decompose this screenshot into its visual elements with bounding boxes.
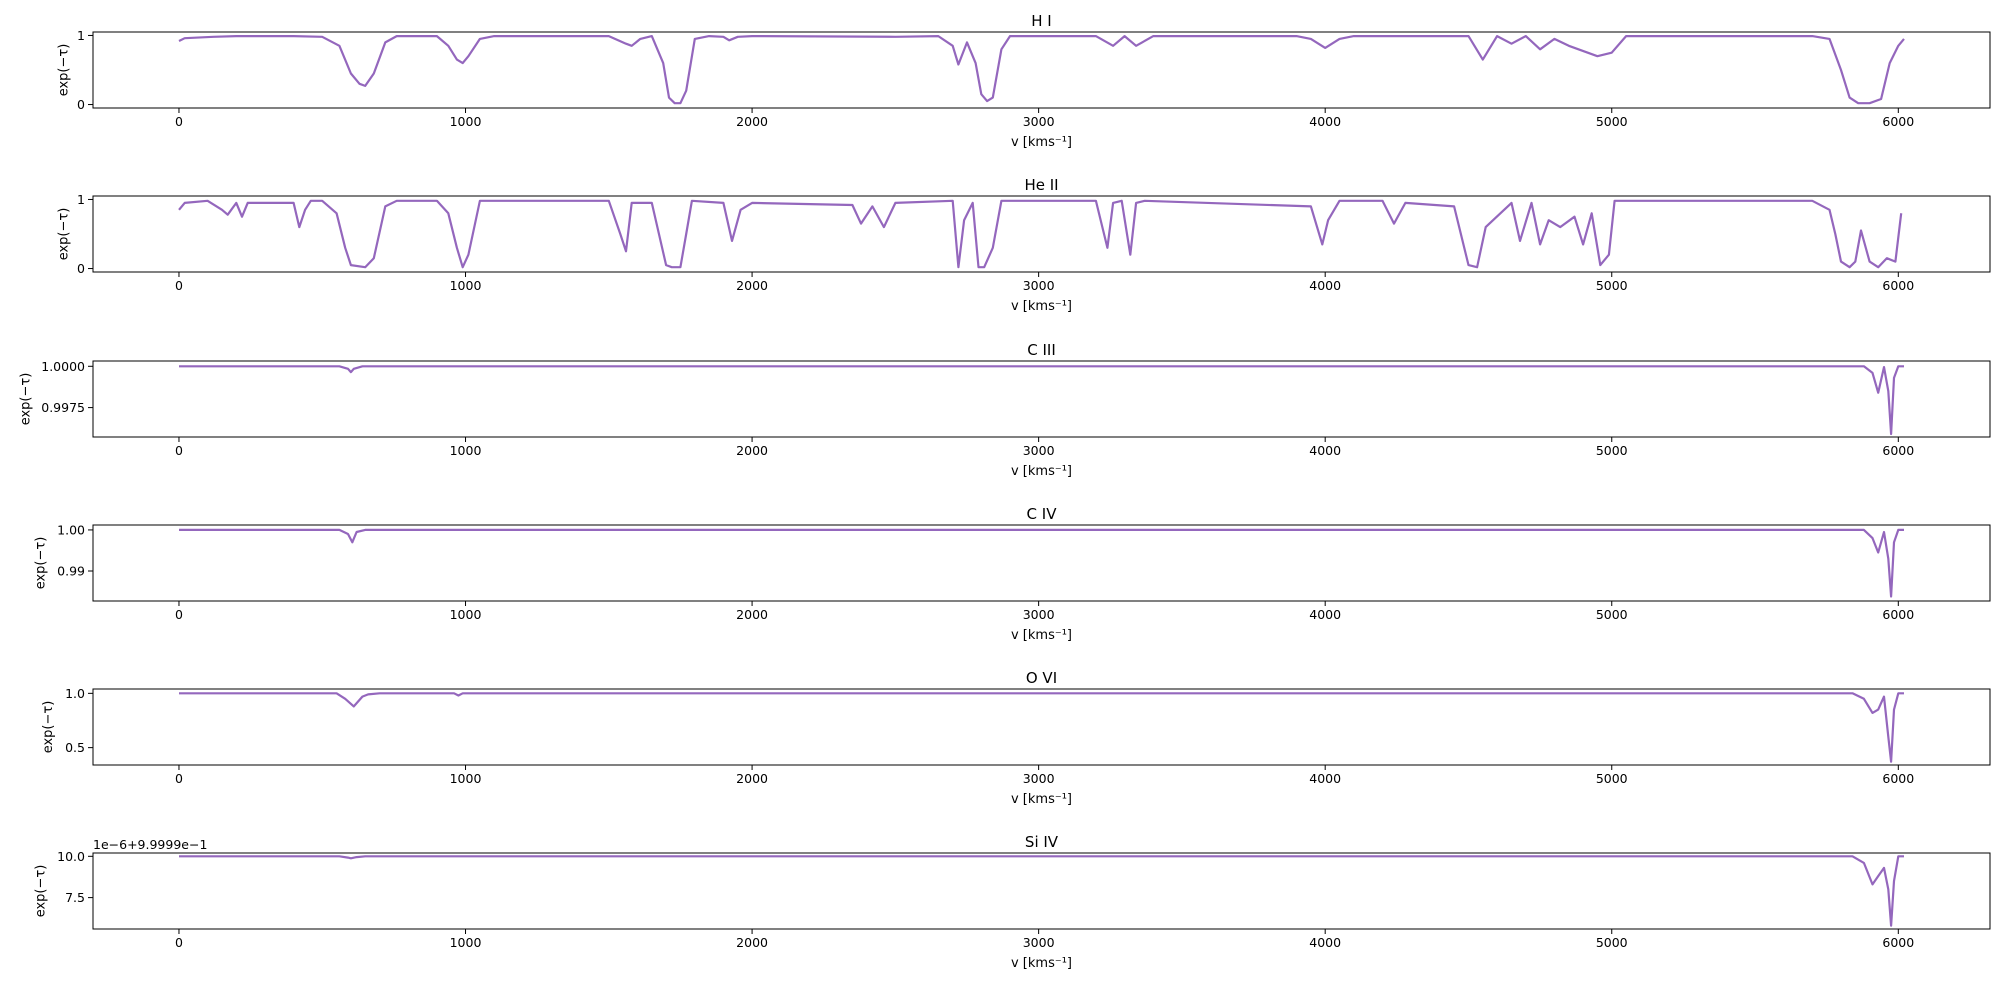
series-line bbox=[178, 35, 1905, 105]
series-line bbox=[179, 855, 1904, 927]
series-line bbox=[178, 199, 1903, 269]
x-tick-label: 2000 bbox=[736, 607, 768, 622]
y-tick-label: 7.5 bbox=[65, 890, 85, 905]
x-tick-label: 6000 bbox=[1882, 278, 1914, 293]
panel-2: 0 1000 2000 3000 4000 5000 6000 1.0000 0.9975 C I… bbox=[18, 341, 1991, 479]
y-tick-label: 0.9975 bbox=[41, 400, 85, 415]
y-offset-label: 1e−6+9.9999e−1 bbox=[93, 837, 207, 852]
x-tick-label: 6000 bbox=[1882, 114, 1914, 129]
x-tick-label: 6000 bbox=[1882, 771, 1914, 786]
x-tick-label: 4000 bbox=[1309, 935, 1341, 950]
x-tick-label: 5000 bbox=[1596, 935, 1628, 950]
y-axis-label: exp(−τ) bbox=[41, 701, 56, 754]
x-tick-label: 3000 bbox=[1023, 935, 1055, 950]
panel-title: C III bbox=[1027, 341, 1056, 359]
y-axis-label: exp(−τ) bbox=[34, 865, 49, 918]
x-tick-label: 3000 bbox=[1023, 114, 1055, 129]
x-tick-label: 3000 bbox=[1023, 443, 1055, 458]
y-axis-label: exp(−τ) bbox=[18, 373, 33, 426]
x-axis-label: v [kms⁻¹] bbox=[1011, 135, 1072, 150]
panel-5: 0 1000 2000 3000 4000 5000 6000 10.0 7.5 Si IV v [… bbox=[34, 833, 1991, 971]
y-tick-label: 1 bbox=[77, 28, 85, 43]
x-tick-label: 2000 bbox=[736, 114, 768, 129]
x-tick-label: 2000 bbox=[736, 443, 768, 458]
x-tick-label: 1000 bbox=[450, 935, 482, 950]
x-tick-label: 6000 bbox=[1882, 607, 1914, 622]
plot-frame bbox=[92, 195, 1991, 273]
x-tick-label: 6000 bbox=[1882, 443, 1914, 458]
plot-frame bbox=[92, 524, 1991, 602]
x-tick-label: 0 bbox=[175, 443, 183, 458]
x-axis-label: v [kms⁻¹] bbox=[1011, 299, 1072, 314]
x-axis-label: v [kms⁻¹] bbox=[1011, 628, 1072, 643]
x-tick-label: 4000 bbox=[1309, 114, 1341, 129]
x-tick-label: 5000 bbox=[1596, 278, 1628, 293]
x-tick-label: 4000 bbox=[1309, 443, 1341, 458]
panel-title: O VI bbox=[1026, 669, 1057, 687]
x-tick-label: 4000 bbox=[1309, 278, 1341, 293]
y-tick-label: 0 bbox=[77, 97, 85, 112]
plot-frame bbox=[92, 31, 1991, 109]
x-tick-label: 1000 bbox=[450, 771, 482, 786]
panel-1: 0 1000 2000 3000 4000 5000 6000 0 1 He II v [kms⁻¹… bbox=[56, 176, 1991, 314]
x-tick-label: 0 bbox=[175, 607, 183, 622]
y-axis-label: exp(−τ) bbox=[56, 208, 71, 261]
panel-3: 0 1000 2000 3000 4000 5000 6000 1.00 0.99 C IV v [… bbox=[34, 505, 1991, 643]
plot-frame bbox=[92, 688, 1991, 766]
x-tick-label: 5000 bbox=[1596, 771, 1628, 786]
x-tick-label: 6000 bbox=[1882, 935, 1914, 950]
x-tick-label: 0 bbox=[175, 114, 183, 129]
y-tick-label: 0.5 bbox=[65, 740, 85, 755]
y-tick-label: 1.0000 bbox=[41, 359, 85, 374]
plot-frame bbox=[92, 852, 1991, 930]
x-tick-label: 0 bbox=[175, 935, 183, 950]
y-axis-label: exp(−τ) bbox=[56, 44, 71, 97]
series-line bbox=[179, 692, 1904, 763]
x-tick-label: 2000 bbox=[736, 935, 768, 950]
x-tick-label: 1000 bbox=[450, 114, 482, 129]
x-tick-label: 2000 bbox=[736, 771, 768, 786]
y-tick-label: 1 bbox=[77, 192, 85, 207]
y-tick-label: 0 bbox=[77, 261, 85, 276]
x-tick-label: 3000 bbox=[1023, 278, 1055, 293]
panel-title: C IV bbox=[1027, 505, 1058, 523]
x-axis-label: v [kms⁻¹] bbox=[1011, 956, 1072, 971]
x-tick-label: 1000 bbox=[450, 443, 482, 458]
y-tick-label: 10.0 bbox=[57, 849, 85, 864]
x-tick-label: 2000 bbox=[736, 278, 768, 293]
panel-title: H I bbox=[1031, 12, 1051, 30]
x-tick-label: 3000 bbox=[1023, 607, 1055, 622]
series-line bbox=[179, 365, 1904, 436]
plot-frame bbox=[92, 360, 1991, 438]
series-line bbox=[179, 528, 1904, 598]
x-tick-label: 4000 bbox=[1309, 607, 1341, 622]
x-tick-label: 4000 bbox=[1309, 771, 1341, 786]
x-tick-label: 1000 bbox=[450, 607, 482, 622]
panel-4: 0 1000 2000 3000 4000 5000 6000 1.0 0.5 O VI v [km… bbox=[41, 669, 1991, 807]
y-tick-label: 1.0 bbox=[65, 686, 85, 701]
x-tick-label: 0 bbox=[175, 771, 183, 786]
x-tick-label: 3000 bbox=[1023, 771, 1055, 786]
x-tick-label: 5000 bbox=[1596, 607, 1628, 622]
panel-title: He II bbox=[1024, 176, 1058, 194]
x-tick-label: 5000 bbox=[1596, 114, 1628, 129]
x-tick-label: 1000 bbox=[450, 278, 482, 293]
x-tick-label: 0 bbox=[175, 278, 183, 293]
panel-title: Si IV bbox=[1025, 833, 1059, 851]
x-axis-label: v [kms⁻¹] bbox=[1011, 792, 1072, 807]
panel-0: 0 1000 2000 3000 4000 5000 6000 0 1 H I v [kms⁻¹] e… bbox=[56, 12, 1991, 150]
y-tick-label: 1.00 bbox=[57, 522, 85, 537]
x-axis-label: v [kms⁻¹] bbox=[1011, 464, 1072, 479]
y-axis-label: exp(−τ) bbox=[34, 537, 49, 590]
y-tick-label: 0.99 bbox=[57, 564, 85, 579]
x-tick-label: 5000 bbox=[1596, 443, 1628, 458]
